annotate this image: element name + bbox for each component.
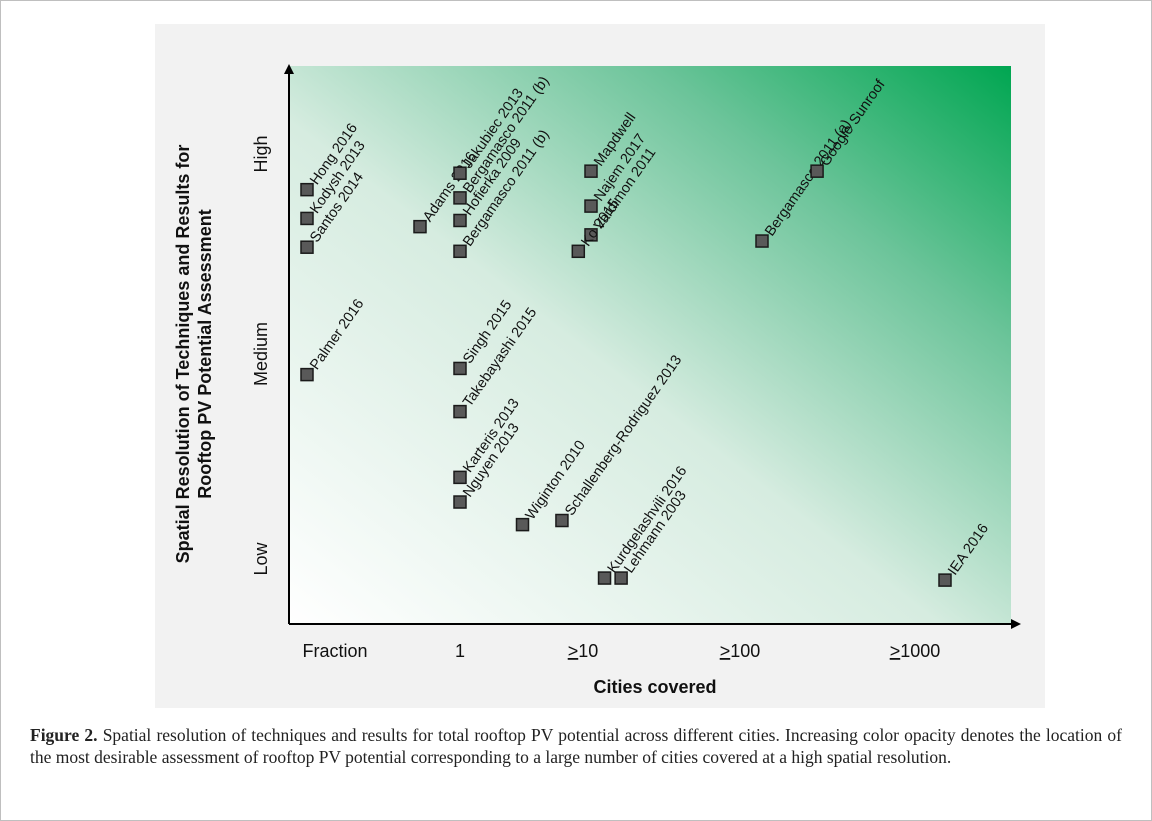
data-point-marker <box>453 495 467 509</box>
data-point-marker <box>453 470 467 485</box>
data-point-marker <box>453 191 467 205</box>
caption-label: Figure 2. <box>30 725 98 745</box>
figure-panel: Fraction 1 >10 >100 >1000 Low Medium High Hong … <box>155 24 1045 708</box>
y-tick-label: Medium <box>251 322 271 386</box>
plot-area-gradient <box>289 66 1011 624</box>
data-point-marker <box>597 571 612 585</box>
x-tick-label: >100 <box>720 641 761 661</box>
x-axis-label: Cities covered <box>593 677 716 697</box>
data-point-marker <box>453 361 467 376</box>
data-point-marker <box>584 199 598 213</box>
data-point-marker <box>453 404 467 419</box>
axes <box>284 64 1021 629</box>
y-axis-label-line2: Rooftop PV Potential Assessment <box>195 209 215 498</box>
x-tick-label: >1000 <box>890 641 941 661</box>
data-point-marker <box>300 182 314 197</box>
y-axis-arrow <box>284 64 294 74</box>
data-point-marker <box>755 234 769 248</box>
data-point-marker <box>300 240 314 254</box>
data-point-marker <box>413 219 427 234</box>
data-point-marker <box>938 573 952 587</box>
data-point-marker <box>614 571 628 585</box>
data-point-marker <box>555 513 569 528</box>
data-point-marker <box>571 244 586 259</box>
data-point-marker <box>584 164 598 178</box>
x-tick-label: 1 <box>455 641 465 661</box>
data-point-marker <box>584 228 598 242</box>
data-point-marker <box>810 164 824 178</box>
x-axis-arrow <box>1011 619 1021 629</box>
figure-caption: Figure 2. Spatial resolution of techniqu… <box>30 724 1122 768</box>
tick-labels: Fraction 1 >10 >100 >1000 Low Medium High <box>251 135 940 661</box>
data-point-marker <box>515 517 530 532</box>
caption-text: Spatial resolution of techniques and res… <box>30 725 1123 767</box>
y-tick-label: Low <box>251 541 271 575</box>
y-axis-label-line1: Spatial Resolution of Techniques and Res… <box>173 145 193 564</box>
x-tick-label: Fraction <box>302 641 367 661</box>
x-tick-label: >10 <box>568 641 599 661</box>
y-tick-label: High <box>251 135 271 172</box>
data-point-marker <box>300 367 314 382</box>
y-axis-label: Spatial Resolution of Techniques and Res… <box>173 145 215 564</box>
data-point-marker <box>453 244 467 259</box>
data-point-marker <box>453 213 467 228</box>
data-point-marker <box>453 166 467 180</box>
data-point-marker <box>300 211 314 226</box>
